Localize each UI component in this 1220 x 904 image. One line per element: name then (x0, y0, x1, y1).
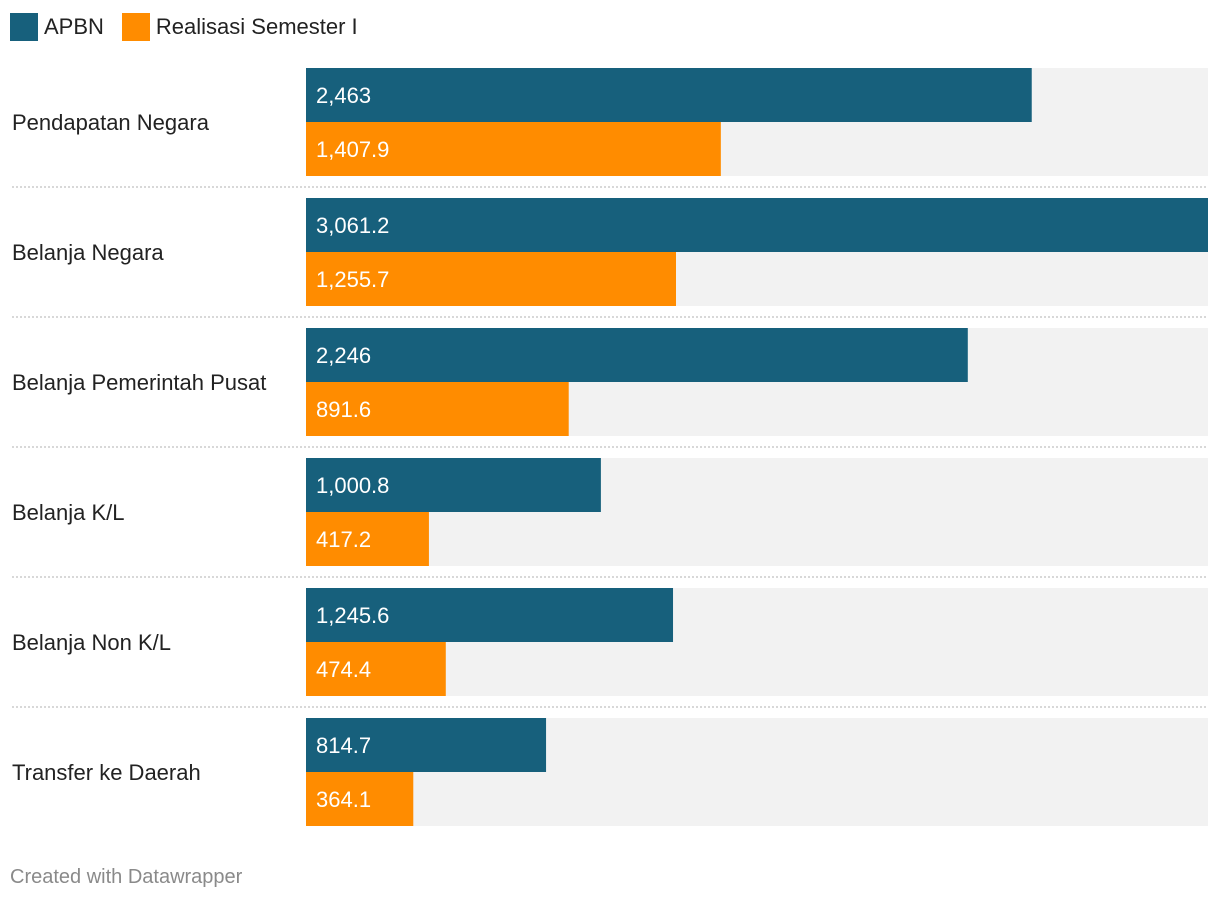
bar-apbn-transfer-ke-daerah (306, 718, 547, 772)
category-label-transfer-ke-daerah: Transfer ke Daerah (12, 760, 201, 785)
value-label-apbn-belanja-pemerintah-pusat: 2,246 (316, 343, 371, 368)
value-label-realisasi-semester-i-pendapatan-negara: 1,407.9 (316, 137, 389, 162)
value-label-realisasi-semester-i-belanja-k-l: 417.2 (316, 527, 371, 552)
value-label-realisasi-semester-i-belanja-pemerintah-pusat: 891.6 (316, 397, 371, 422)
bar-realisasi-semester-i-belanja-k-l (306, 512, 429, 566)
value-label-apbn-belanja-non-k-l: 1,245.6 (316, 603, 389, 628)
bar-realisasi-semester-i-belanja-non-k-l (306, 642, 446, 696)
value-label-realisasi-semester-i-belanja-non-k-l: 474.4 (316, 657, 371, 682)
legend-item-apbn: APBN (10, 13, 104, 41)
bar-realisasi-semester-i-pendapatan-negara (306, 122, 721, 176)
category-label-belanja-non-k-l: Belanja Non K/L (12, 630, 171, 655)
category-label-belanja-negara: Belanja Negara (12, 240, 164, 265)
value-label-apbn-belanja-k-l: 1,000.8 (316, 473, 389, 498)
category-label-belanja-k-l: Belanja K/L (12, 500, 125, 525)
value-label-realisasi-semester-i-belanja-negara: 1,255.7 (316, 267, 389, 292)
bar-apbn-belanja-non-k-l (306, 588, 674, 642)
bar-apbn-belanja-negara (306, 198, 1208, 252)
bar-apbn-belanja-k-l (306, 458, 601, 512)
bar-realisasi-semester-i-belanja-negara (306, 252, 676, 306)
chart-legend: APBN Realisasi Semester I (10, 12, 376, 42)
bar-realisasi-semester-i-transfer-ke-daerah (306, 772, 414, 826)
legend-swatch-apbn (10, 13, 38, 41)
category-label-belanja-pemerintah-pusat: Belanja Pemerintah Pusat (12, 370, 266, 395)
legend-label-apbn: APBN (44, 14, 104, 39)
legend-swatch-realisasi (121, 13, 150, 41)
value-label-apbn-belanja-negara: 3,061.2 (316, 213, 389, 238)
bar-apbn-belanja-pemerintah-pusat (306, 328, 968, 382)
bar-apbn-pendapatan-negara (306, 68, 1032, 122)
category-label-pendapatan-negara: Pendapatan Negara (12, 110, 210, 135)
legend-label-realisasi: Realisasi Semester I (155, 14, 358, 39)
bar-chart: Pendapatan Negara 2,463 1,407.9 Belanja Neg… (12, 68, 1208, 826)
value-label-apbn-transfer-ke-daerah: 814.7 (316, 733, 371, 758)
bar-realisasi-semester-i-belanja-pemerintah-pusat (306, 382, 569, 436)
value-label-realisasi-semester-i-transfer-ke-daerah: 364.1 (316, 787, 371, 812)
legend-item-realisasi: Realisasi Semester I (121, 13, 358, 41)
value-label-apbn-pendapatan-negara: 2,463 (316, 83, 371, 108)
footer-credit: Created with Datawrapper (10, 866, 243, 888)
